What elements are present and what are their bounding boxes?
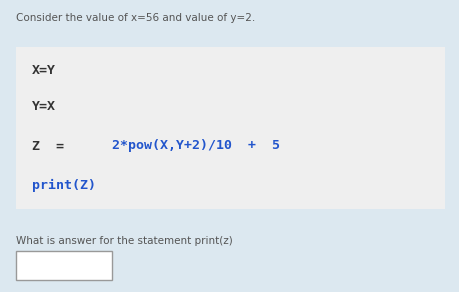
FancyBboxPatch shape (16, 47, 445, 209)
Text: print(Z): print(Z) (32, 179, 96, 192)
Text: 2*pow(X,Y+2)/10  +  5: 2*pow(X,Y+2)/10 + 5 (112, 140, 280, 152)
Text: Consider the value of x=56 and value of y=2.: Consider the value of x=56 and value of … (16, 13, 255, 23)
Text: X=Y: X=Y (32, 64, 56, 77)
Text: Z  =: Z = (32, 140, 80, 152)
Text: What is answer for the statement print(z): What is answer for the statement print(z… (16, 236, 233, 246)
FancyBboxPatch shape (16, 251, 112, 280)
Text: Y=X: Y=X (32, 100, 56, 113)
